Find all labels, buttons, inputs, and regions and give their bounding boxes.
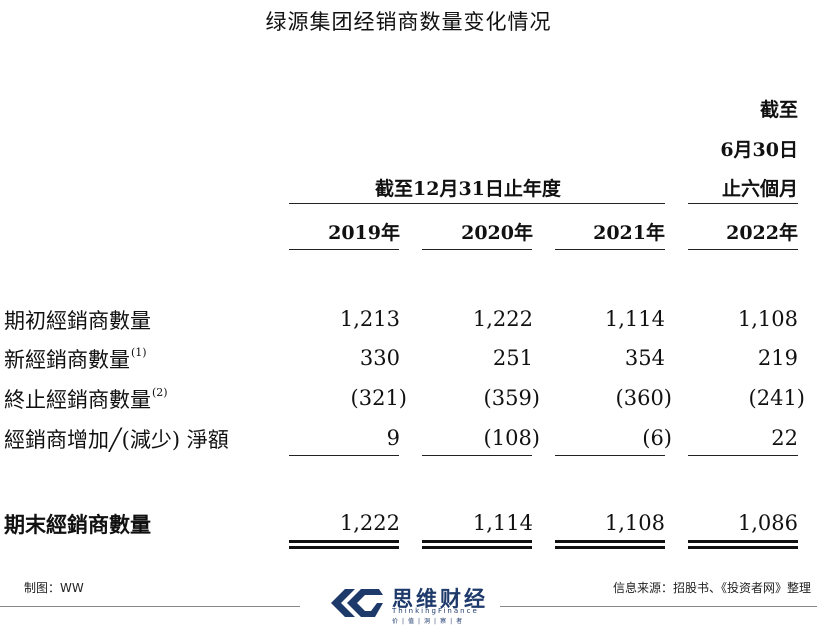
total-double-rule-2022 bbox=[688, 540, 798, 549]
cell-opening-2022: 1,108 bbox=[737, 307, 798, 331]
cell-terminated-2022: (241) bbox=[748, 386, 805, 410]
subtotal-rule-2021 bbox=[555, 455, 665, 456]
header-rule-group bbox=[289, 203, 665, 204]
logo-name: 思维财经 bbox=[392, 587, 488, 611]
row-label-terminated: 終止經銷商數量(2) bbox=[4, 384, 168, 414]
row-label-opening: 期初經銷商數量 bbox=[4, 305, 151, 335]
footnote-marker: (1) bbox=[131, 346, 147, 359]
header-group-label: 截至12月31日止年度 bbox=[375, 178, 561, 200]
total-2022: 1,086 bbox=[737, 511, 798, 535]
year-rule-2021 bbox=[555, 249, 665, 250]
header-right-line2: 6月30日 bbox=[720, 139, 798, 161]
subtotal-rule-2020 bbox=[422, 455, 532, 456]
cell-opening-2019: 1,213 bbox=[339, 307, 400, 331]
year-rule-2019 bbox=[289, 249, 399, 250]
logo-tagline: 价|值|洞|察|者 bbox=[392, 618, 467, 625]
cell-net-2021: (6) bbox=[642, 426, 672, 450]
footer-source: 信息来源：招股书、《投资者网》整理 bbox=[612, 581, 811, 595]
chart-title: 绿源集团经销商数量变化情况 bbox=[265, 10, 552, 34]
cell-net-2022: 22 bbox=[771, 426, 798, 450]
subtotal-rule-2022 bbox=[688, 455, 798, 456]
cell-terminated-2020: (359) bbox=[483, 386, 540, 410]
cell-net-2020: (108) bbox=[483, 426, 540, 450]
subtotal-rule-2019 bbox=[289, 455, 399, 456]
row-label-text: 經銷商增加╱(減少) 淨額 bbox=[4, 428, 229, 452]
cell-opening-2020: 1,222 bbox=[472, 307, 533, 331]
header-rule-right bbox=[688, 203, 798, 204]
year-2021: 2021年 bbox=[593, 222, 665, 244]
cell-new-2022: 219 bbox=[757, 346, 798, 370]
total-2020: 1,114 bbox=[472, 511, 533, 535]
cell-new-2021: 354 bbox=[624, 346, 665, 370]
year-rule-2020 bbox=[422, 249, 532, 250]
logo-icon bbox=[331, 589, 383, 617]
row-label-text: 終止經銷商數量 bbox=[4, 388, 151, 412]
total-2021: 1,108 bbox=[604, 511, 665, 535]
header-right-line1: 截至 bbox=[759, 99, 798, 121]
year-2019: 2019年 bbox=[328, 222, 400, 244]
footer-line-right bbox=[500, 606, 817, 607]
cell-terminated-2021: (360) bbox=[615, 386, 672, 410]
cell-new-2020: 251 bbox=[492, 346, 533, 370]
total-label: 期末經銷商數量 bbox=[4, 512, 151, 537]
logo-english: ThinkingFinance bbox=[392, 607, 479, 615]
total-double-rule-2021 bbox=[555, 540, 665, 549]
cell-terminated-2019: (321) bbox=[350, 386, 407, 410]
footnote-marker: (2) bbox=[152, 386, 168, 399]
cell-opening-2021: 1,114 bbox=[604, 307, 665, 331]
row-label-new: 新經銷商數量(1) bbox=[4, 344, 147, 374]
year-2020: 2020年 bbox=[461, 222, 533, 244]
total-double-rule-2020 bbox=[422, 540, 532, 549]
footer-line-left bbox=[0, 606, 300, 607]
total-double-rule-2019 bbox=[289, 540, 399, 549]
year-2022: 2022年 bbox=[726, 222, 798, 244]
row-label-net: 經銷商增加╱(減少) 淨額 bbox=[4, 424, 229, 454]
footer-maker: 制图：WW bbox=[24, 581, 84, 595]
header-right-line3: 止六個月 bbox=[721, 178, 798, 200]
total-2019: 1,222 bbox=[339, 511, 400, 535]
year-rule-2022 bbox=[688, 249, 798, 250]
row-label-text: 期初經銷商數量 bbox=[4, 309, 151, 333]
row-label-text: 新經銷商數量 bbox=[4, 348, 130, 372]
cell-net-2019: 9 bbox=[386, 426, 400, 450]
cell-new-2019: 330 bbox=[359, 346, 400, 370]
